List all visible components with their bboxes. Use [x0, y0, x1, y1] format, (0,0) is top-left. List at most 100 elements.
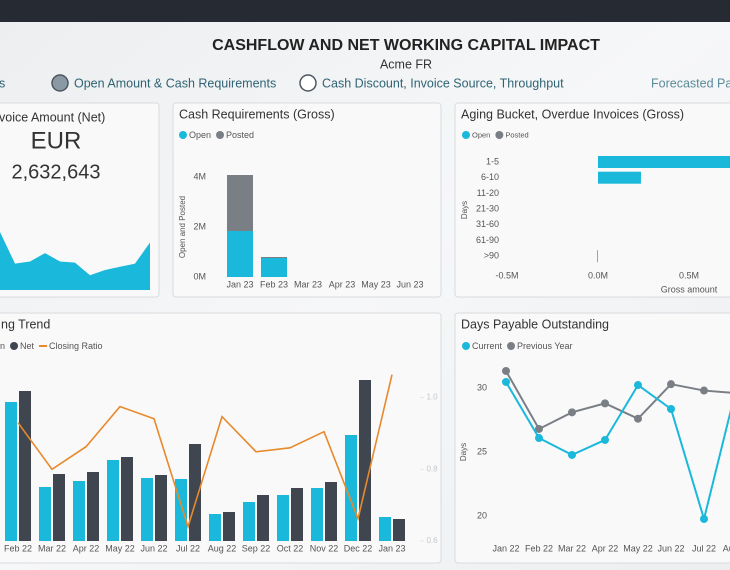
x-tick-label: Jan 23 — [378, 543, 405, 553]
y2-tick-label: 0.8 — [426, 464, 438, 473]
legend-marker — [495, 131, 504, 139]
x-tick-label: Jul 22 — [692, 543, 716, 553]
x-tick-label: Mar 22 — [558, 543, 586, 553]
bar — [277, 495, 289, 541]
y-tick-label: 0M — [193, 271, 206, 281]
x-tick-label: Oct 22 — [277, 543, 304, 553]
x-tick-label: 0.0M — [588, 270, 608, 280]
tab[interactable]: Open Amount & Cash Requirements — [74, 76, 276, 90]
legend-label: Posted — [226, 130, 254, 140]
panel — [172, 102, 442, 298]
y-tick-label: 4M — [193, 171, 206, 181]
bar — [243, 502, 255, 541]
bar — [379, 517, 391, 541]
x-tick-label: -0.5M — [495, 270, 518, 280]
page-title: CASHFLOW AND NET WORKING CAPITAL IMPACT — [212, 37, 600, 54]
panel — [0, 102, 160, 298]
point — [634, 414, 642, 423]
bar — [155, 475, 167, 541]
legend-label: Posted — [505, 130, 528, 139]
top-bar — [0, 0, 730, 22]
tab[interactable]: Cash Discount, Invoice Source, Throughpu… — [322, 76, 564, 90]
bar — [325, 482, 337, 541]
point — [502, 366, 510, 375]
x-tick-label: May 22 — [105, 543, 135, 553]
line — [505, 381, 730, 523]
bar — [223, 512, 235, 541]
y-axis-label: Days — [460, 201, 469, 219]
x-tick-label: Nov 22 — [310, 543, 339, 553]
bar — [39, 487, 51, 541]
x-tick-label: Jan 23 — [226, 279, 253, 289]
tab[interactable]: s — [0, 76, 5, 90]
point — [535, 434, 543, 443]
legend-marker — [216, 131, 225, 139]
point — [535, 424, 543, 433]
sparkline-area — [0, 232, 150, 290]
point — [568, 450, 576, 459]
tab[interactable]: Forecasted Pay — [651, 76, 730, 90]
x-tick-label: Apr 22 — [73, 543, 100, 553]
y-tick-label: 61-90 — [476, 235, 499, 245]
x-tick-label: Feb 23 — [260, 279, 288, 289]
radio[interactable] — [299, 74, 317, 92]
bar — [121, 457, 133, 541]
x-tick-label: Jan 22 — [492, 543, 519, 553]
x-tick-label: Dec 22 — [344, 543, 373, 553]
x-tick-label: Aug 22 — [208, 543, 237, 553]
point — [667, 380, 675, 389]
chart-title: Cash Requirements (Gross) — [179, 107, 335, 121]
x-tick-label: Sep 22 — [242, 543, 271, 553]
panel — [454, 102, 730, 298]
point — [568, 408, 576, 417]
legend-label: Open — [189, 130, 211, 140]
y-tick-label: 25 — [477, 446, 487, 456]
x-tick-label: May 23 — [361, 279, 391, 289]
legend-label: Net — [20, 341, 35, 351]
bar — [291, 488, 303, 541]
bar — [19, 391, 31, 541]
x-tick-label: Apr 22 — [592, 543, 619, 553]
point — [700, 514, 708, 523]
point — [667, 404, 675, 413]
x-tick-label: Mar 23 — [294, 279, 322, 289]
bar — [359, 380, 371, 541]
page-subtitle: Acme FR — [380, 57, 432, 71]
x-tick-label: Apr 23 — [329, 279, 356, 289]
bar — [53, 474, 65, 541]
x-tick-label: May 22 — [623, 543, 653, 553]
x-tick-label: Mar 22 — [38, 543, 66, 553]
bar — [5, 402, 17, 541]
x-tick-label: Jun 22 — [657, 543, 684, 553]
y-axis-label: Days — [459, 443, 468, 461]
bar — [175, 479, 187, 541]
legend-marker — [462, 342, 470, 350]
kpi-currency: EUR — [31, 127, 82, 154]
bar — [345, 435, 357, 541]
x-tick-label: 0.5M — [679, 270, 699, 280]
legend-marker — [10, 342, 19, 350]
bar — [598, 171, 641, 184]
x-tick-label: Feb 22 — [525, 543, 553, 553]
bar — [87, 472, 99, 541]
bar — [257, 495, 269, 541]
y-tick-label: 20 — [477, 510, 487, 520]
legend-label: Open — [472, 130, 490, 139]
bar-segment — [227, 231, 253, 277]
line — [17, 374, 393, 530]
bar — [189, 444, 201, 541]
chart-title: ng Trend — [1, 317, 50, 331]
bar — [393, 519, 405, 541]
radio-selected[interactable] — [51, 74, 69, 92]
point — [634, 381, 642, 390]
bar-segment — [227, 175, 253, 231]
bar-segment — [261, 258, 287, 277]
point — [700, 386, 708, 395]
x-tick-label: Jul 22 — [176, 543, 200, 553]
bar — [311, 488, 323, 541]
panel — [454, 312, 730, 564]
x-axis-label: Gross amount — [661, 284, 718, 294]
y-tick-label: >90 — [484, 251, 499, 261]
bar — [598, 156, 730, 168]
